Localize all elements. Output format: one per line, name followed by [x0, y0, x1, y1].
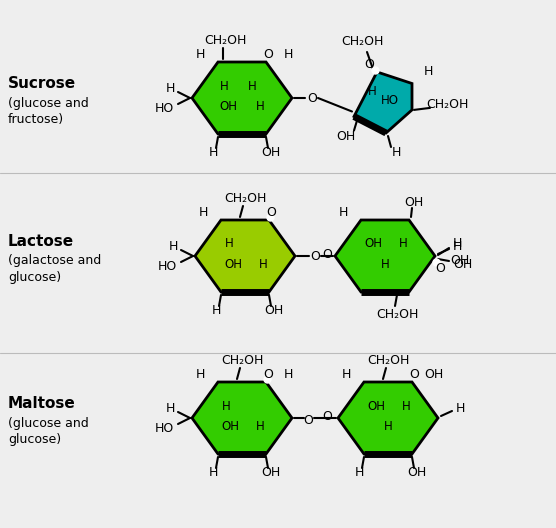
- Text: H: H: [165, 401, 175, 414]
- Text: H: H: [208, 146, 218, 158]
- Text: O: O: [263, 369, 273, 382]
- Text: H: H: [168, 240, 178, 252]
- Text: H: H: [423, 65, 433, 78]
- Text: H: H: [381, 258, 389, 270]
- Text: Sucrose: Sucrose: [8, 76, 76, 90]
- Text: OH: OH: [261, 146, 281, 158]
- Text: CH₂OH: CH₂OH: [224, 192, 266, 204]
- Text: (glucose and: (glucose and: [8, 97, 89, 109]
- Text: H: H: [259, 258, 267, 270]
- Text: H: H: [256, 420, 264, 432]
- Text: glucose): glucose): [8, 433, 61, 447]
- Text: H: H: [165, 81, 175, 95]
- Text: OH: OH: [336, 130, 356, 143]
- Text: H: H: [401, 400, 410, 412]
- Text: (glucose and: (glucose and: [8, 417, 89, 429]
- Text: H: H: [208, 466, 218, 478]
- Text: H: H: [284, 367, 292, 381]
- Text: H: H: [256, 99, 264, 112]
- Text: O: O: [266, 206, 276, 220]
- Text: fructose): fructose): [8, 114, 64, 127]
- Text: H: H: [341, 367, 351, 381]
- Text: O: O: [310, 250, 320, 262]
- Text: H: H: [198, 205, 208, 219]
- Text: H: H: [354, 466, 364, 478]
- Text: O: O: [435, 261, 445, 275]
- Text: OH: OH: [364, 238, 382, 250]
- Text: H: H: [284, 48, 292, 61]
- Text: Maltose: Maltose: [8, 395, 76, 410]
- Text: OH: OH: [264, 304, 284, 316]
- Text: O: O: [322, 248, 332, 260]
- Text: CH₂OH: CH₂OH: [204, 33, 246, 46]
- Polygon shape: [195, 220, 295, 292]
- Text: CH₂OH: CH₂OH: [367, 354, 409, 366]
- Text: H: H: [338, 205, 348, 219]
- Text: H: H: [453, 238, 461, 250]
- Text: (galactose and: (galactose and: [8, 254, 101, 268]
- Text: H: H: [399, 238, 408, 250]
- Text: OH: OH: [221, 420, 239, 432]
- Text: CH₂OH: CH₂OH: [376, 307, 418, 320]
- Polygon shape: [338, 382, 438, 454]
- Text: H: H: [225, 238, 234, 250]
- Text: H: H: [222, 400, 230, 412]
- Text: H: H: [453, 240, 461, 252]
- Text: O: O: [322, 410, 332, 422]
- Text: O: O: [307, 91, 317, 105]
- Text: CH₂OH: CH₂OH: [341, 35, 383, 49]
- Text: OH: OH: [261, 466, 281, 478]
- Text: OH: OH: [450, 254, 470, 268]
- Text: H: H: [211, 304, 221, 316]
- Text: Lactose: Lactose: [8, 233, 74, 249]
- Polygon shape: [354, 72, 412, 133]
- Text: OH: OH: [424, 367, 444, 381]
- Text: glucose): glucose): [8, 271, 61, 285]
- Text: H: H: [220, 80, 229, 92]
- Polygon shape: [335, 220, 435, 292]
- Text: H: H: [391, 146, 401, 159]
- Text: OH: OH: [367, 400, 385, 412]
- Text: HO: HO: [157, 259, 177, 272]
- Text: HO: HO: [155, 101, 173, 115]
- Text: O: O: [263, 49, 273, 61]
- Text: CH₂OH: CH₂OH: [221, 354, 263, 366]
- Text: OH: OH: [404, 195, 424, 209]
- Polygon shape: [192, 62, 292, 134]
- Text: H: H: [384, 420, 393, 432]
- Text: OH: OH: [408, 466, 426, 478]
- Polygon shape: [192, 382, 292, 454]
- Text: H: H: [195, 48, 205, 61]
- Text: H: H: [247, 80, 256, 92]
- Text: HO: HO: [155, 421, 173, 435]
- Text: CH₂OH: CH₂OH: [426, 98, 468, 111]
- Text: O: O: [409, 369, 419, 382]
- Text: OH: OH: [219, 99, 237, 112]
- Text: H: H: [455, 401, 465, 414]
- Text: O: O: [364, 59, 374, 71]
- Text: H: H: [195, 367, 205, 381]
- Text: OH: OH: [453, 258, 473, 270]
- Text: O: O: [303, 413, 313, 427]
- Text: H: H: [368, 86, 376, 99]
- Text: OH: OH: [224, 258, 242, 270]
- Text: HO: HO: [381, 93, 399, 107]
